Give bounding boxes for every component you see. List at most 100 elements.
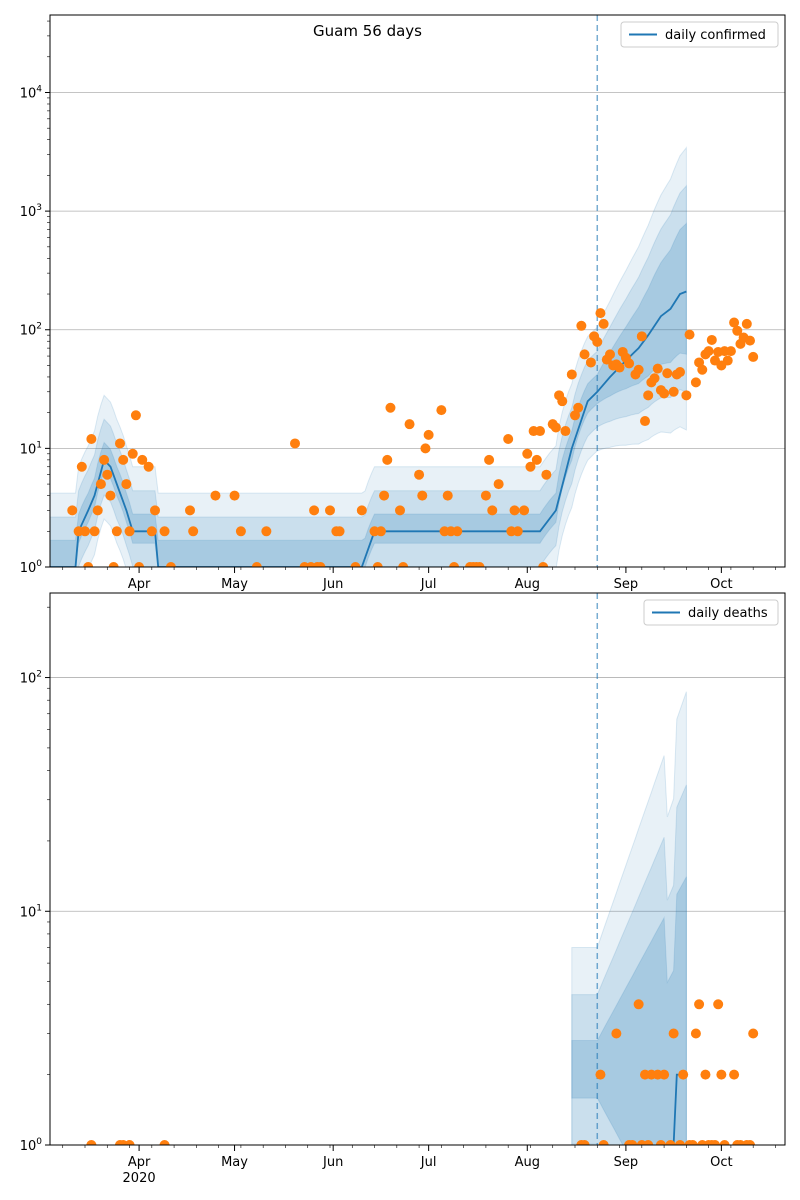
data-point: [137, 454, 148, 465]
legend: daily deaths: [643, 599, 779, 626]
data-point: [512, 526, 523, 537]
data-point: [474, 562, 485, 567]
series-line: [50, 290, 687, 567]
data-point: [118, 454, 129, 465]
data-point: [659, 388, 670, 399]
data-point: [525, 461, 536, 472]
data-point: [703, 346, 714, 357]
data-point: [414, 469, 425, 480]
data-point: [159, 1140, 170, 1145]
data-point: [185, 505, 195, 516]
chart-title: Guam 56 days: [313, 22, 422, 40]
data-point: [694, 999, 705, 1010]
data-point: [535, 426, 545, 437]
data-point: [719, 1140, 730, 1145]
legend-label: daily confirmed: [665, 28, 766, 43]
data-point: [229, 490, 240, 501]
x-tick-label: Jun: [322, 577, 343, 592]
data-point: [86, 1140, 97, 1145]
data-point: [741, 318, 752, 329]
data-point: [105, 490, 116, 501]
data-point: [493, 479, 504, 490]
data-point: [235, 526, 246, 537]
data-point: [115, 438, 125, 449]
data-point: [557, 396, 568, 407]
y-tick-label: 100: [20, 1137, 43, 1154]
data-point: [595, 1069, 606, 1080]
data-point: [748, 351, 759, 362]
data-point: [573, 402, 584, 413]
data-point: [290, 438, 300, 449]
x-tick-label: Sep: [614, 1155, 639, 1170]
data-point: [700, 1069, 711, 1080]
uncertainty-band: [571, 784, 687, 1145]
y-tick-label: 101: [20, 903, 42, 920]
y-tick-label: 100: [20, 559, 43, 576]
data-point: [420, 443, 431, 454]
uncertainty-band: [571, 691, 687, 1145]
data-point: [675, 367, 685, 378]
data-point: [143, 461, 154, 472]
data-point: [503, 433, 514, 444]
data-point: [598, 318, 609, 329]
data-point: [261, 526, 272, 537]
data-point: [385, 402, 396, 413]
data-point: [605, 349, 615, 360]
data-point: [652, 363, 663, 374]
data-point: [356, 505, 367, 516]
data-point: [146, 526, 157, 537]
data-point: [566, 369, 577, 380]
data-point: [697, 364, 708, 375]
data-point: [382, 454, 393, 465]
data-point: [124, 526, 135, 537]
data-point: [124, 1140, 135, 1145]
data-point: [729, 1069, 740, 1080]
data-point: [668, 1028, 679, 1039]
data-point: [92, 505, 103, 516]
data-point: [678, 1069, 689, 1080]
x-tick-label: Jul: [420, 1155, 437, 1170]
data-point: [690, 377, 701, 388]
uncertainty-band: [50, 146, 687, 567]
data-point: [452, 526, 463, 537]
data-point: [375, 526, 386, 537]
data-point: [722, 355, 733, 366]
x-tick-label: Aug: [515, 577, 540, 592]
data-point: [659, 1069, 670, 1080]
data-point: [579, 349, 590, 360]
data-point: [334, 526, 345, 537]
legend: daily confirmed: [620, 21, 779, 48]
data-point: [745, 335, 755, 346]
data-point: [633, 999, 644, 1010]
data-point: [690, 1028, 701, 1039]
axes-frame: [49, 14, 786, 568]
data-point: [579, 1140, 590, 1145]
data-point: [83, 562, 94, 567]
data-point: [633, 364, 644, 375]
data-point: [522, 448, 533, 459]
data-point: [150, 505, 160, 516]
data-point: [662, 368, 673, 379]
y-tick-label: 101: [20, 440, 42, 457]
data-point: [748, 1028, 759, 1039]
data-point: [509, 505, 520, 516]
data-point: [111, 526, 122, 537]
data-point: [134, 562, 145, 567]
data-point: [417, 490, 428, 501]
data-point: [76, 461, 87, 472]
data-point: [706, 334, 717, 345]
data-point: [398, 562, 409, 567]
data-point: [102, 469, 113, 480]
data-point: [576, 320, 587, 331]
x-tick-label: Jun: [322, 1155, 343, 1170]
data-point: [315, 562, 326, 567]
y-tick-label: 104: [20, 84, 43, 101]
data-point: [687, 1140, 698, 1145]
data-point: [442, 490, 453, 501]
data-point: [519, 505, 530, 516]
data-point: [655, 1140, 666, 1145]
x-tick-label: Apr: [128, 577, 151, 592]
x-tick-label: Oct: [710, 577, 732, 592]
data-point: [592, 336, 603, 347]
